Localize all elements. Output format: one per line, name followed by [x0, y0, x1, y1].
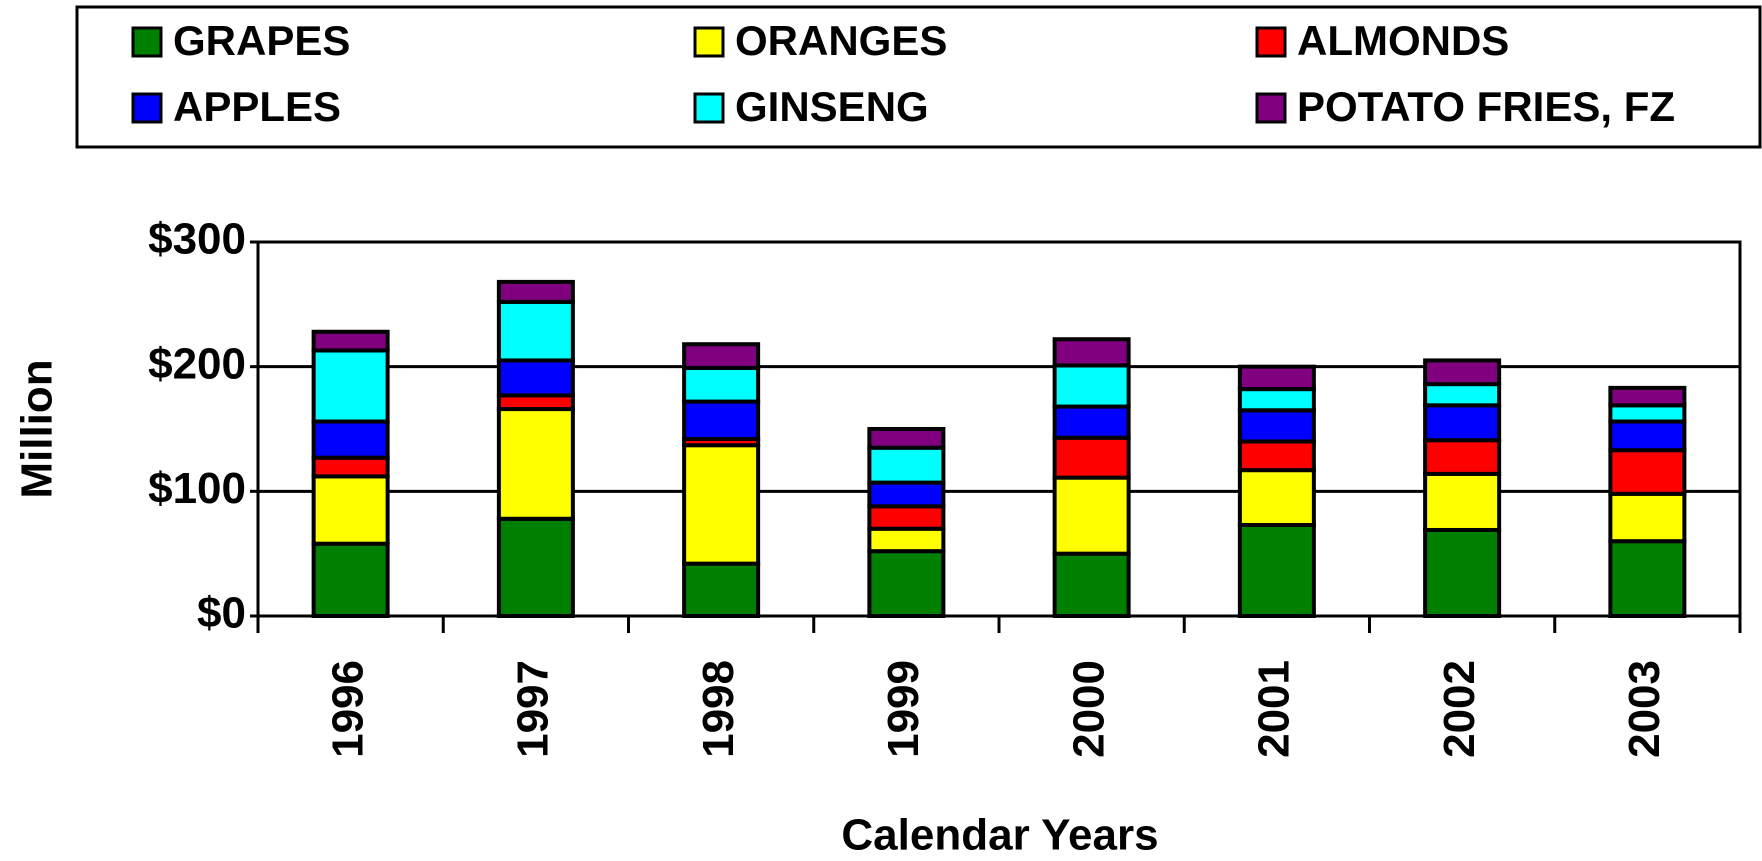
bar-segment — [1052, 363, 1131, 409]
x-tick-label: 1998 — [694, 660, 743, 758]
bar-segment — [1237, 439, 1316, 473]
x-tick-label: 2001 — [1250, 660, 1299, 758]
bar-segment — [311, 329, 390, 353]
legend-label: GRAPES — [173, 17, 350, 64]
bar-segment — [1423, 358, 1502, 387]
bar-segment — [496, 516, 575, 619]
bar-segment — [1608, 491, 1687, 544]
bar-segment — [1237, 408, 1316, 444]
y-tick-label: $300 — [148, 215, 246, 264]
bar-segment — [867, 526, 946, 554]
legend-label: APPLES — [173, 83, 341, 130]
bar-segment — [1052, 475, 1131, 556]
bar-segment — [311, 348, 390, 424]
bar-segment — [1423, 403, 1502, 443]
legend-label: ALMONDS — [1297, 17, 1509, 64]
bar-segment — [867, 504, 946, 531]
legend-swatch — [693, 26, 725, 58]
bar-segment — [1423, 438, 1502, 476]
legend-label: ORANGES — [735, 17, 947, 64]
legend-box — [75, 5, 1762, 149]
x-axis-label: Calendar Years — [841, 811, 1158, 860]
bar-segment — [867, 427, 946, 450]
legend-swatch — [131, 92, 163, 124]
bar-segment — [1052, 435, 1131, 480]
legend-swatch — [1255, 92, 1287, 124]
bar-segment — [496, 358, 575, 398]
y-tick-label: $100 — [148, 464, 246, 513]
bar-segment — [867, 480, 946, 509]
y-tick-label: $200 — [148, 339, 246, 388]
bar-segment — [496, 393, 575, 412]
x-tick-label: 1999 — [879, 660, 928, 758]
x-tick-label: 2002 — [1435, 660, 1484, 758]
bar-segment — [1608, 403, 1687, 424]
bar-segment — [867, 445, 946, 485]
y-axis-label: Million — [13, 359, 62, 498]
bar-segment — [1423, 527, 1502, 618]
x-tick-label: 1997 — [509, 660, 558, 758]
bar-segment — [496, 407, 575, 521]
bar-segment — [1052, 551, 1131, 619]
x-tick-label: 1996 — [323, 660, 372, 758]
bar-segment — [1423, 471, 1502, 532]
bar-segment — [1608, 385, 1687, 408]
bar-segment — [496, 279, 575, 304]
bar-segment — [1237, 522, 1316, 619]
bar-segment — [311, 419, 390, 460]
bar-segment — [1237, 468, 1316, 527]
legend-swatch — [693, 92, 725, 124]
plot-frame — [256, 240, 1742, 618]
bar-segment — [682, 342, 761, 370]
bar-segment — [682, 561, 761, 619]
legend-label: POTATO FRIES, FZ — [1297, 83, 1675, 130]
bar-segment — [496, 299, 575, 363]
legend-swatch — [1255, 26, 1287, 58]
bar-segment — [682, 399, 761, 441]
bar-segment — [682, 443, 761, 566]
bar-segment — [1608, 448, 1687, 496]
bar-segment — [682, 365, 761, 404]
legend-label: GINSENG — [735, 83, 929, 130]
legend-swatch — [131, 26, 163, 58]
bar-segment — [311, 541, 390, 619]
x-tick-label: 2003 — [1620, 660, 1669, 758]
bar-segment — [311, 455, 390, 479]
bar-segment — [1237, 387, 1316, 413]
bar-segment — [1052, 337, 1131, 368]
bar-segment — [1423, 382, 1502, 408]
bar-segment — [1608, 419, 1687, 453]
bar-segment — [311, 474, 390, 546]
y-tick-label: $0 — [197, 589, 246, 638]
bar-segment — [867, 549, 946, 619]
bar-segment — [1237, 364, 1316, 392]
x-tick-label: 2000 — [1064, 660, 1113, 758]
bar-segment — [1052, 404, 1131, 440]
bar-segment — [1608, 539, 1687, 619]
